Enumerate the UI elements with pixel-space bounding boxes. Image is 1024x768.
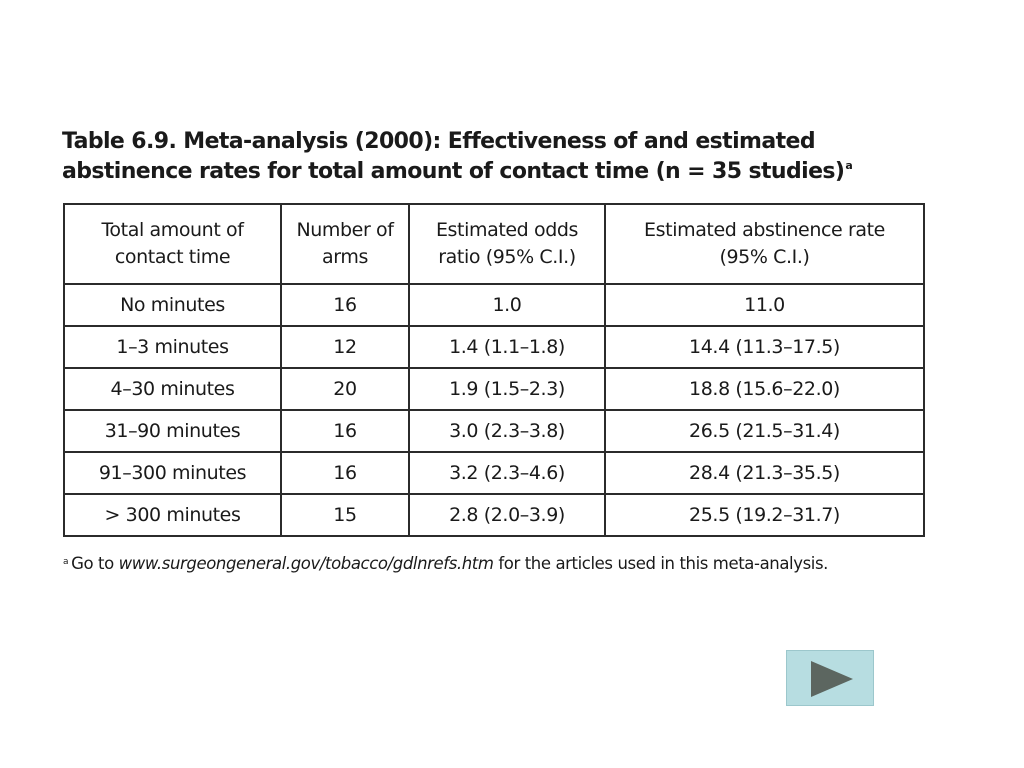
header-col1-line1: Total amount of [101,219,244,241]
header-odds-ratio: Estimated odds ratio (95% C.I.) [408,203,606,285]
play-icon [811,661,853,697]
cell-abstinence-rate: 11.0 [604,283,925,327]
table-header-row: Total amount of contact time Number of a… [63,203,925,285]
table-title-text: Table 6.9. Meta-analysis (2000): Effecti… [62,129,845,184]
footnote-prefix: Go to [71,554,119,573]
table-row: 91–300 minutes 16 3.2 (2.3–4.6) 28.4 (21… [63,451,925,495]
cell-odds-ratio: 3.0 (2.3–3.8) [408,409,606,453]
header-col4-line1: Estimated abstinence rate [644,219,885,241]
cell-abstinence-rate: 14.4 (11.3–17.5) [604,325,925,369]
cell-contact-time: 1–3 minutes [63,325,282,369]
table-row: 1–3 minutes 12 1.4 (1.1–1.8) 14.4 (11.3–… [63,325,925,369]
cell-arms: 12 [280,325,410,369]
header-col4-line2: (95% C.I.) [719,246,810,268]
table-row: 31–90 minutes 16 3.0 (2.3–3.8) 26.5 (21.… [63,409,925,453]
cell-arms: 16 [280,283,410,327]
cell-contact-time: No minutes [63,283,282,327]
cell-arms: 16 [280,409,410,453]
next-slide-button[interactable] [786,650,874,706]
table-title: Table 6.9. Meta-analysis (2000): Effecti… [62,127,942,187]
cell-contact-time: 31–90 minutes [63,409,282,453]
table-row: > 300 minutes 15 2.8 (2.0–3.9) 25.5 (19.… [63,493,925,537]
header-col1-line2: contact time [114,246,231,268]
cell-abstinence-rate: 26.5 (21.5–31.4) [604,409,925,453]
header-col2-line1: Number of [296,219,394,241]
header-total-contact-time: Total amount of contact time [63,203,282,285]
cell-odds-ratio: 2.8 (2.0–3.9) [408,493,606,537]
cell-odds-ratio: 1.0 [408,283,606,327]
table-row: 4–30 minutes 20 1.9 (1.5–2.3) 18.8 (15.6… [63,367,925,411]
cell-abstinence-rate: 25.5 (19.2–31.7) [604,493,925,537]
header-col3-line2: ratio (95% C.I.) [438,246,576,268]
cell-arms: 15 [280,493,410,537]
cell-odds-ratio: 1.4 (1.1–1.8) [408,325,606,369]
cell-arms: 16 [280,451,410,495]
title-footnote-marker: a [845,159,853,172]
footnote-suffix: for the articles used in this meta-analy… [493,554,829,573]
cell-arms: 20 [280,367,410,411]
header-col2-line2: arms [322,246,368,268]
table-footnote: a Go to www.surgeongeneral.gov/tobacco/gd… [63,554,943,573]
cell-contact-time: 4–30 minutes [63,367,282,411]
footnote-url: www.surgeongeneral.gov/tobacco/gdlnrefs.… [118,554,494,573]
cell-odds-ratio: 3.2 (2.3–4.6) [408,451,606,495]
header-abstinence-rate: Estimated abstinence rate (95% C.I.) [604,203,925,285]
meta-analysis-table: Total amount of contact time Number of a… [63,203,925,537]
cell-abstinence-rate: 18.8 (15.6–22.0) [604,367,925,411]
cell-abstinence-rate: 28.4 (21.3–35.5) [604,451,925,495]
cell-odds-ratio: 1.9 (1.5–2.3) [408,367,606,411]
header-col3-line1: Estimated odds [435,219,579,241]
table-row: No minutes 16 1.0 11.0 [63,283,925,327]
cell-contact-time: > 300 minutes [63,493,282,537]
footnote-marker: a [63,557,69,567]
cell-contact-time: 91–300 minutes [63,451,282,495]
header-number-of-arms: Number of arms [280,203,410,285]
